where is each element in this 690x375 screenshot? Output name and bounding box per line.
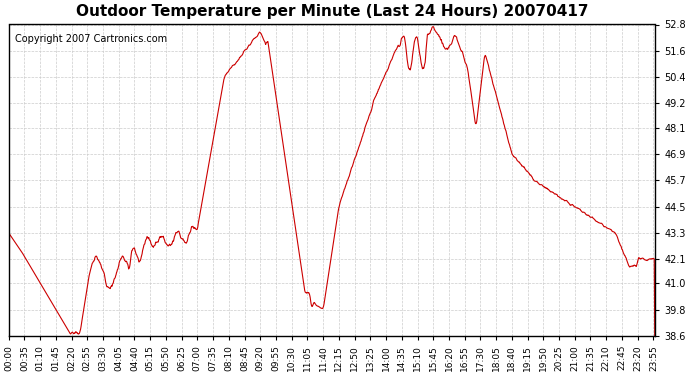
Title: Outdoor Temperature per Minute (Last 24 Hours) 20070417: Outdoor Temperature per Minute (Last 24 … xyxy=(76,4,588,19)
Text: Copyright 2007 Cartronics.com: Copyright 2007 Cartronics.com xyxy=(15,34,167,44)
